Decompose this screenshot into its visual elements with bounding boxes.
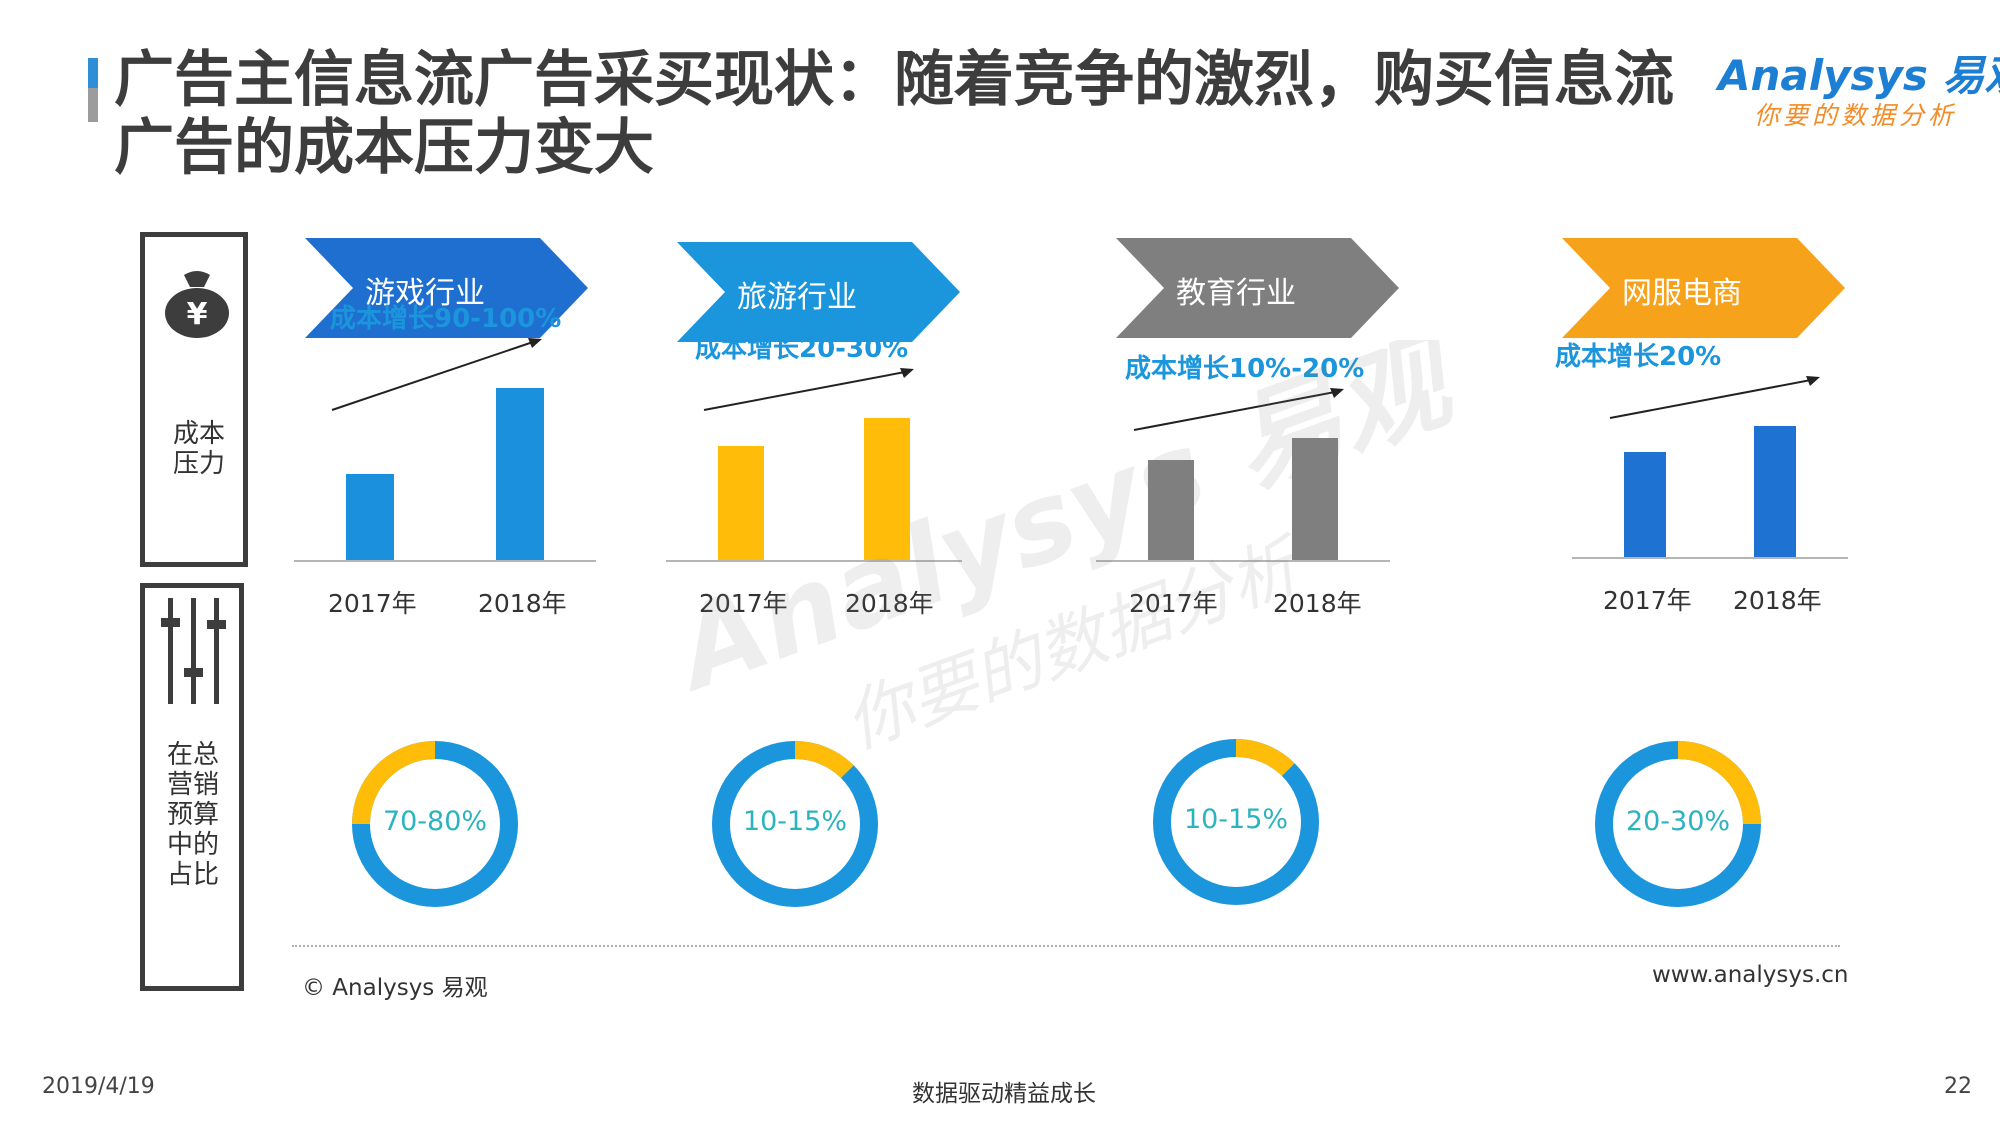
x-axis-travel [666,560,962,562]
donut-label-apparel: 20-30% [1625,806,1731,837]
trend-arrow-travel [703,368,914,411]
x-tick-education-0: 2017年 [1129,589,1218,618]
industry-banner-education [1116,238,1399,338]
donut-education [1153,739,1319,905]
industry-banner-travel [677,242,960,342]
trend-arrow-education [1133,388,1344,431]
copyright: © Analysys 易观 [302,975,488,1001]
page-number: 22 [1944,1074,1972,1099]
donut-label-game: 70-80% [382,806,488,837]
donut-slice-share-game [352,741,518,907]
budget-share-label: 在总营销预算中的占比 [166,740,219,890]
cost-pressure-label: 成本压力 [172,419,225,479]
logo-brand: Analysys 易观 [1718,51,2000,100]
industry-banner-apparel [1562,238,1845,338]
bar-apparel-2018 [1754,426,1796,557]
donut-slice-share-education [1153,739,1319,905]
cost-growth-label-game: 成本增长90-100% [330,304,562,334]
bar-travel-2018 [864,418,910,560]
cost-growth-label-apparel: 成本增长20% [1555,342,1722,372]
footer-divider [292,945,1840,947]
donut-label-education: 10-15% [1183,804,1289,835]
donut-slice-share-apparel [1595,741,1761,907]
bar-apparel-2017 [1624,452,1666,557]
cost-growth-label-education: 成本增长10%-20% [1125,354,1365,384]
industry-name-game: 游戏行业 [365,276,485,311]
x-axis-education [1096,560,1390,562]
budget-share-box: 在总营销预算中的占比 [140,583,244,991]
donut-label-travel: 10-15% [742,806,848,837]
industry-name-travel: 旅游行业 [737,280,857,315]
x-axis-game [294,560,596,562]
bar-education-2017 [1148,459,1194,560]
footer-slogan: 数据驱动精益成长 [912,1081,1096,1107]
cost-growth-label-travel: 成本增长20-30% [695,334,909,364]
analysys-logo: Analysys 易观 你要的数据分析 [1718,42,2000,132]
logo-tagline: 你要的数据分析 [1754,101,1958,130]
industry-banner-game [305,238,588,338]
money-bag-icon: ¥ [165,271,229,338]
sliders-icon [161,598,226,704]
donut-travel [712,741,878,907]
donut-game [352,741,518,907]
svg-text:¥: ¥ [187,297,208,332]
x-tick-game-0: 2017年 [328,589,417,618]
x-tick-game-1: 2018年 [478,589,567,618]
x-tick-apparel-0: 2017年 [1603,586,1692,615]
industry-name-education: 教育行业 [1176,276,1296,311]
x-tick-apparel-1: 2018年 [1733,586,1822,615]
trend-arrow-game [331,338,542,411]
trend-arrow-apparel [1609,376,1820,419]
cost-pressure-box: ¥ 成本压力 [140,232,248,567]
x-tick-travel-0: 2017年 [699,589,788,618]
bar-travel-2017 [718,446,764,560]
industry-name-apparel: 网服电商 [1622,276,1742,311]
x-axis-apparel [1572,557,1848,559]
page-title: 广告主信息流广告采买现状：随着竞争的激烈，购买信息流广告的成本压力变大 [114,45,1674,183]
bar-education-2018 [1292,438,1338,560]
bar-game-2017 [346,474,394,560]
title-accent-bar-gray [88,88,98,122]
donut-apparel [1595,741,1761,907]
footer-date: 2019/4/19 [42,1074,155,1099]
bar-game-2018 [496,388,544,560]
website-link[interactable]: www.analysys.cn [1652,962,1849,988]
x-tick-travel-1: 2018年 [845,589,934,618]
x-tick-education-1: 2018年 [1273,589,1362,618]
donut-slice-share-travel [712,741,878,907]
